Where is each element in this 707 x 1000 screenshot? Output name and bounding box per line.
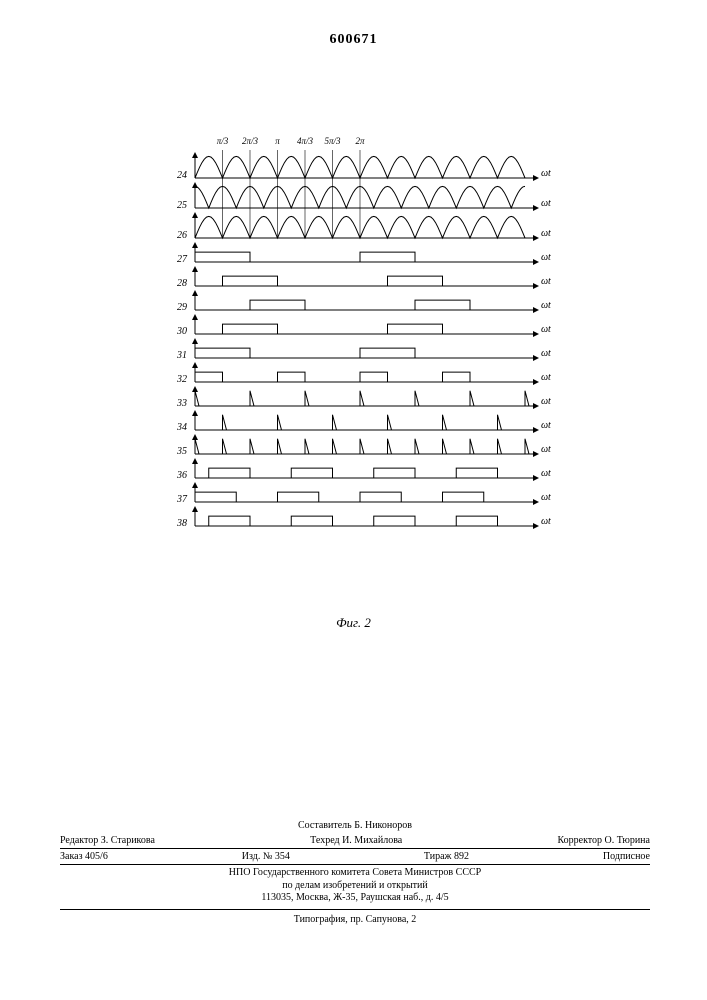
svg-text:π/3: π/3	[217, 136, 229, 146]
svg-text:37: 37	[176, 494, 188, 505]
svg-text:25: 25	[177, 200, 187, 211]
svg-text:30: 30	[176, 326, 187, 337]
timing-diagram-svg: π/3 2π/3 π 4π/3 5π/3 2π 24 ωt 25 ωt 26 ωt 27 ωt 28 ωt 29…	[155, 130, 555, 536]
izd-no: Изд. № 354	[242, 851, 290, 862]
svg-text:ωt: ωt	[541, 420, 551, 431]
svg-text:ωt: ωt	[541, 324, 551, 335]
page-number: 600671	[0, 32, 707, 48]
svg-text:5π/3: 5π/3	[324, 136, 341, 146]
typography: Типография, пр. Сапунова, 2	[60, 914, 650, 925]
svg-text:ωt: ωt	[541, 396, 551, 407]
svg-text:ωt: ωt	[541, 300, 551, 311]
svg-text:4π/3: 4π/3	[297, 136, 314, 146]
svg-text:31: 31	[176, 350, 187, 361]
svg-text:36: 36	[176, 470, 187, 481]
svg-text:34: 34	[176, 422, 187, 433]
svg-text:ωt: ωt	[541, 492, 551, 503]
svg-text:ωt: ωt	[541, 228, 551, 239]
svg-text:26: 26	[177, 230, 187, 241]
org-line3: 113035, Москва, Ж-35, Раушская наб., д. …	[261, 892, 448, 903]
tirazh: Тираж 892	[424, 851, 469, 862]
compiler-line: Составитель Б. Никоноров	[60, 820, 650, 831]
techred: Техред И. Михайлова	[310, 835, 402, 846]
svg-text:ωt: ωt	[541, 468, 551, 479]
svg-text:28: 28	[177, 278, 187, 289]
svg-text:24: 24	[177, 170, 187, 181]
editor: Редактор З. Старикова	[60, 835, 155, 846]
svg-text:33: 33	[176, 398, 187, 409]
svg-text:38: 38	[176, 518, 187, 529]
org-line1: НПО Государственного комитета Совета Мин…	[229, 867, 481, 878]
svg-text:29: 29	[177, 302, 187, 313]
svg-text:ωt: ωt	[541, 372, 551, 383]
svg-text:ωt: ωt	[541, 444, 551, 455]
svg-text:2π/3: 2π/3	[242, 136, 259, 146]
svg-text:ωt: ωt	[541, 198, 551, 209]
corrector: Корректор О. Тюрина	[557, 835, 650, 846]
order-no: Заказ 405/6	[60, 851, 108, 862]
signed: Подписное	[603, 851, 650, 862]
svg-text:ωt: ωt	[541, 168, 551, 179]
figure-caption: Фиг. 2	[0, 615, 707, 631]
footer-block: Составитель Б. Никоноров Редактор З. Ста…	[60, 820, 650, 925]
svg-text:ωt: ωt	[541, 276, 551, 287]
svg-text:27: 27	[177, 254, 188, 265]
svg-text:ωt: ωt	[541, 348, 551, 359]
svg-text:32: 32	[176, 374, 187, 385]
svg-text:ωt: ωt	[541, 252, 551, 263]
order-line: Заказ 405/6 Изд. № 354 Тираж 892 Подписн…	[60, 851, 650, 865]
svg-text:ωt: ωt	[541, 516, 551, 527]
svg-text:π: π	[275, 136, 280, 146]
svg-text:35: 35	[176, 446, 187, 457]
timing-diagram-figure: π/32π/3π4π/35π/32π24ωt25ωt26ωt27ωt28ωt29…	[155, 130, 525, 536]
org-line2: по делам изобретений и открытий	[282, 880, 428, 891]
roles-line: Редактор З. Старикова Техред И. Михайлов…	[60, 835, 650, 849]
svg-text:2π: 2π	[355, 136, 365, 146]
org-address: НПО Государственного комитета Совета Мин…	[60, 867, 650, 910]
